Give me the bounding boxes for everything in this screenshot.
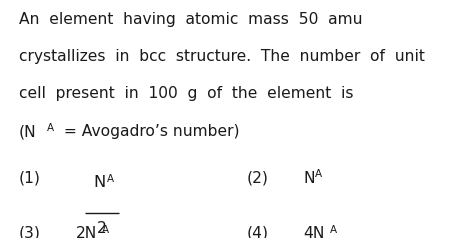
Text: crystallizes  in  bcc  structure.  The  number  of  unit: crystallizes in bcc structure. The numbe… xyxy=(19,49,425,64)
Text: (1): (1) xyxy=(19,171,41,186)
Text: An  element  having  atomic  mass  50  amu: An element having atomic mass 50 amu xyxy=(19,12,363,27)
Text: (2): (2) xyxy=(246,171,268,186)
Text: A: A xyxy=(46,123,54,133)
Text: N: N xyxy=(93,175,106,190)
Text: A: A xyxy=(315,169,322,179)
Text: (3): (3) xyxy=(19,226,41,238)
Text: N: N xyxy=(303,171,315,186)
Text: (4): (4) xyxy=(246,226,268,238)
Text: 2N: 2N xyxy=(76,226,97,238)
Text: A: A xyxy=(107,174,114,184)
Text: A: A xyxy=(102,225,109,235)
Text: (N: (N xyxy=(19,124,36,139)
Text: 4N: 4N xyxy=(303,226,325,238)
Text: cell  present  in  100  g  of  the  element  is: cell present in 100 g of the element is xyxy=(19,86,354,101)
Text: A: A xyxy=(329,225,337,235)
Text: 2: 2 xyxy=(97,221,107,236)
Text: = Avogadro’s number): = Avogadro’s number) xyxy=(59,124,240,139)
